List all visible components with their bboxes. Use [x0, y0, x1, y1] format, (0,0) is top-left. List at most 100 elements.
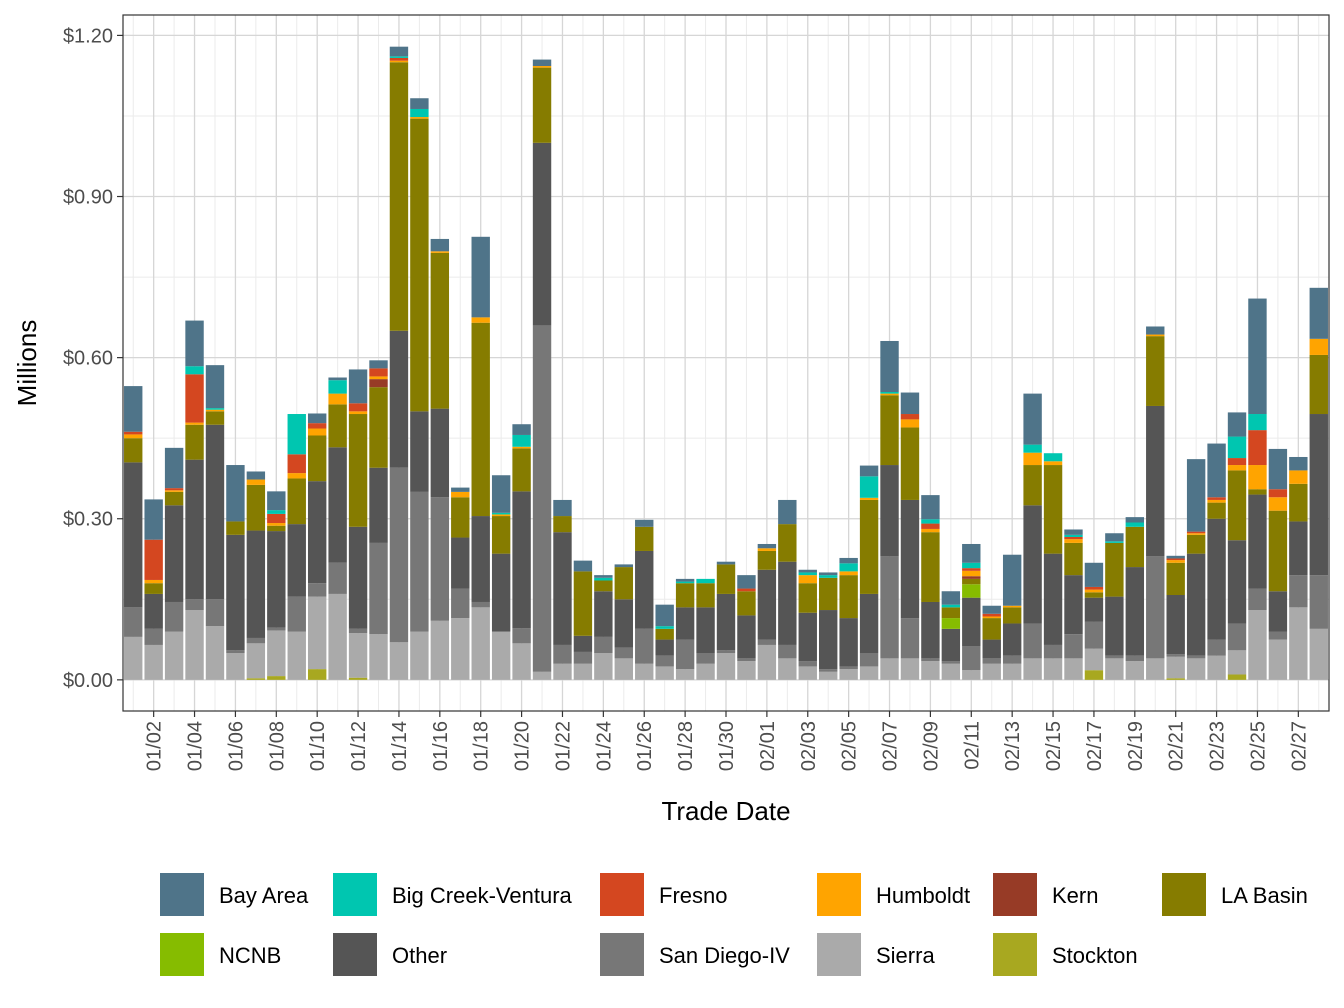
bar-segment	[1166, 656, 1185, 679]
bar-segment	[1105, 596, 1124, 656]
bar-segment	[696, 583, 715, 608]
bar-segment	[512, 643, 531, 680]
bar-segment	[389, 56, 409, 58]
bar-segment	[1227, 412, 1247, 437]
bar-segment	[512, 628, 531, 644]
bar-segment	[1268, 510, 1288, 592]
bar-segment	[921, 532, 940, 602]
bar-segment	[287, 414, 306, 455]
x-tick-label: 01/08	[266, 721, 288, 771]
bar-segment	[1064, 534, 1083, 537]
bar-segment	[941, 628, 961, 662]
bar-segment	[451, 537, 470, 589]
bar-segment	[1023, 444, 1042, 453]
bar-segment	[839, 563, 858, 572]
bar-segment	[226, 521, 245, 535]
bar-segment	[1186, 553, 1206, 656]
bar-segment	[1248, 430, 1267, 466]
bar-segment	[1023, 452, 1042, 466]
bar-segment	[819, 669, 838, 672]
y-tick-label: $1.20	[63, 25, 113, 47]
bar-segment	[124, 438, 143, 463]
legend-swatch	[333, 873, 377, 916]
bar-segment	[900, 414, 920, 420]
legend-swatch	[160, 933, 204, 976]
bar-segment	[1084, 589, 1104, 593]
bar-segment	[389, 330, 409, 468]
bar-segment	[185, 320, 204, 367]
bar-segment	[430, 251, 450, 253]
bar-segment	[164, 631, 184, 680]
bar-segment	[1125, 567, 1145, 656]
bar-segment	[430, 238, 450, 252]
bar-segment	[675, 578, 695, 582]
bar-segment	[1227, 540, 1247, 624]
bar-segment	[1227, 458, 1247, 466]
bar-segment	[512, 446, 531, 449]
bar-segment	[532, 671, 552, 680]
x-tick-label: 02/09	[920, 721, 942, 771]
x-tick-label: 02/21	[1166, 721, 1188, 771]
legend-label: Humboldt	[876, 883, 970, 908]
x-tick-label: 01/20	[512, 721, 534, 771]
x-tick-label: 02/23	[1207, 721, 1229, 771]
x-tick-label: 02/19	[1125, 721, 1147, 771]
bar-segment	[1084, 586, 1104, 590]
bar-segment	[369, 634, 388, 680]
bar-segment	[737, 658, 756, 662]
bar-segment	[553, 499, 572, 517]
bar-segment	[1023, 623, 1042, 659]
bar-segment	[614, 567, 633, 600]
legend-swatch	[600, 933, 644, 976]
legend-label: San Diego-IV	[659, 943, 790, 968]
bar-segment	[267, 630, 286, 677]
bar-segment	[880, 658, 899, 680]
x-tick-label: 01/24	[593, 721, 615, 771]
bar-segment	[778, 561, 797, 645]
bar-segment	[164, 601, 184, 632]
bar-segment	[348, 414, 368, 527]
bar-segment	[124, 431, 143, 435]
bar-segment	[369, 376, 388, 380]
bar-segment	[900, 658, 920, 680]
bar-segment	[798, 583, 817, 613]
bar-segment	[267, 523, 286, 526]
bar-segment	[185, 459, 204, 600]
bar-segment	[1186, 655, 1206, 659]
bar-segment	[1043, 658, 1063, 680]
bar-segment	[1023, 505, 1042, 624]
bar-segment	[430, 252, 450, 409]
bar-segment	[389, 467, 409, 643]
bar-segment	[1186, 459, 1206, 532]
bar-segment	[1125, 522, 1145, 527]
bar-segment	[1105, 542, 1124, 597]
bar-segment	[328, 404, 347, 448]
legend-swatch	[600, 873, 644, 916]
bar-segment	[348, 677, 368, 680]
legend: Bay Area Big Creek-Ventura Fresno Humboldt K…	[160, 873, 1308, 976]
bar-segment	[982, 605, 1001, 614]
bar-segment	[532, 66, 552, 68]
y-axis-title: Millions	[12, 320, 42, 407]
bar-segment	[369, 387, 388, 468]
bar-segment	[1207, 502, 1226, 519]
x-tick-label: 02/11	[961, 721, 983, 770]
x-tick-label: 01/30	[716, 721, 738, 771]
bar-segment	[389, 57, 409, 61]
bar-segment	[307, 583, 327, 597]
bar-segment	[205, 599, 225, 627]
bar-segment	[328, 447, 347, 563]
legend-label: Big Creek-Ventura	[392, 883, 573, 908]
bar-segment	[328, 593, 347, 680]
bar-segment	[1186, 658, 1206, 680]
bar-segment	[369, 542, 388, 635]
bar-segment	[1002, 655, 1022, 664]
bar-segment	[348, 369, 368, 404]
bar-segment	[798, 575, 817, 584]
bar-segment	[655, 626, 674, 629]
bar-segment	[1166, 558, 1185, 561]
x-tick-label: 01/28	[675, 721, 697, 771]
bar-segment	[941, 607, 961, 619]
bar-segment	[553, 663, 572, 680]
bar-segment	[246, 471, 266, 480]
